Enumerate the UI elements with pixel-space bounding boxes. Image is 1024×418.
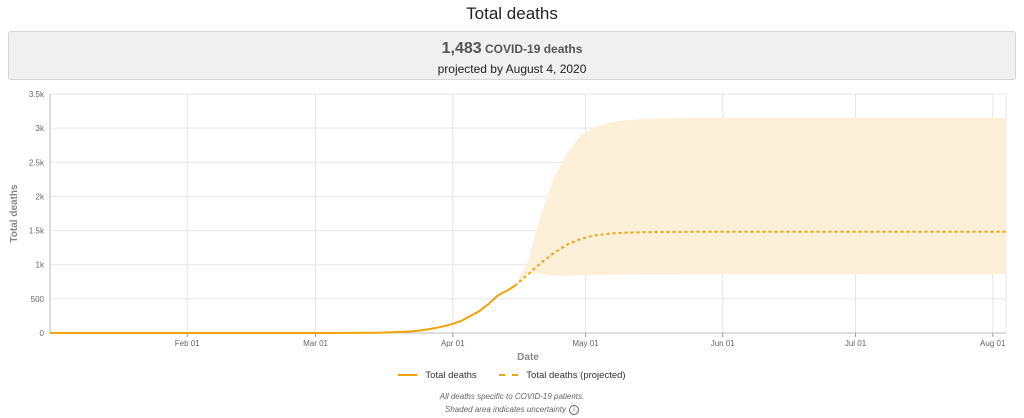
legend-item-actual[interactable]: Total deaths bbox=[398, 370, 477, 381]
y-tick-label: 1k bbox=[36, 261, 45, 270]
x-tick-label: Feb 01 bbox=[175, 339, 200, 348]
x-tick-label: Mar 01 bbox=[303, 339, 328, 348]
y-tick-label: 1.5k bbox=[29, 227, 45, 236]
y-tick-label: 500 bbox=[31, 295, 45, 304]
projected-deaths-line bbox=[514, 230, 1006, 287]
info-icon[interactable]: i bbox=[568, 405, 579, 415]
y-tick-label: 2k bbox=[36, 192, 45, 201]
legend-dashed-line-icon bbox=[499, 374, 519, 377]
x-tick-label: Jun 01 bbox=[711, 339, 736, 348]
footnote-uncertainty-text: Shaded area indicates uncertainty bbox=[445, 405, 566, 415]
y-axis-title: Total deaths bbox=[9, 184, 20, 243]
page-title: Total deaths bbox=[466, 4, 558, 23]
legend-label-projected: Total deaths (projected) bbox=[526, 370, 626, 381]
legend-label-actual: Total deaths bbox=[425, 370, 477, 381]
y-tick-label: 3k bbox=[36, 124, 45, 133]
x-axis-title: Date bbox=[517, 352, 539, 363]
x-tick-label: Aug 01 bbox=[980, 339, 1006, 348]
chart-legend: Total deaths Total deaths (projected) bbox=[0, 370, 1024, 381]
actual-deaths-line bbox=[50, 285, 516, 334]
x-tick-label: May 01 bbox=[572, 339, 599, 348]
summary-subtitle: projected by August 4, 2020 bbox=[437, 62, 587, 76]
summary-unit: COVID-19 deaths bbox=[485, 42, 583, 56]
summary-box: 1,483 COVID-19 deaths projected by Augus… bbox=[8, 31, 1016, 80]
summary-value: 1,483 bbox=[441, 40, 482, 57]
uncertainty-band bbox=[514, 117, 1006, 286]
legend-item-projected[interactable]: Total deaths (projected) bbox=[499, 370, 626, 381]
total-deaths-chart[interactable]: 0 500 1k 1.5k 2k 2.5k 3k 3.5k Feb 01 Mar 01 Apr 01… bbox=[0, 86, 1024, 368]
footnote-deaths: All deaths specific to COVID-19 patients… bbox=[439, 392, 585, 401]
y-tick-label: 0 bbox=[40, 329, 45, 338]
x-tick-label: Apr 01 bbox=[441, 339, 465, 348]
legend-solid-line-icon bbox=[398, 374, 418, 377]
footnote-uncertainty: Shaded area indicates uncertainty i bbox=[0, 405, 1024, 415]
y-tick-label: 3.5k bbox=[29, 90, 45, 99]
x-tick-label: Jul 01 bbox=[845, 339, 867, 348]
y-tick-label: 2.5k bbox=[29, 158, 45, 167]
summary-headline: 1,483 COVID-19 deaths bbox=[9, 40, 1015, 58]
